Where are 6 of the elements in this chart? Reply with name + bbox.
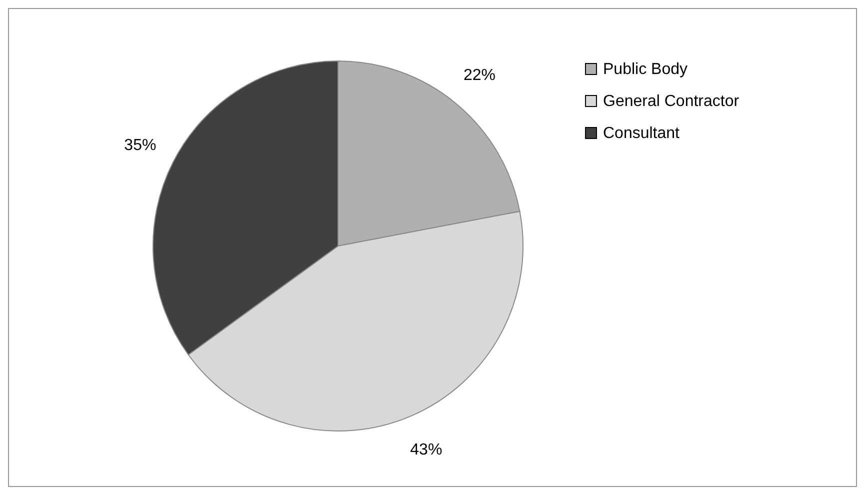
legend-label: Consultant: [603, 125, 680, 142]
legend-label: General Contractor: [603, 93, 740, 110]
data-label: 22%: [463, 66, 496, 84]
data-label: 43%: [410, 442, 442, 459]
legend-label: Public Body: [603, 61, 688, 78]
data-label: 35%: [124, 137, 156, 154]
